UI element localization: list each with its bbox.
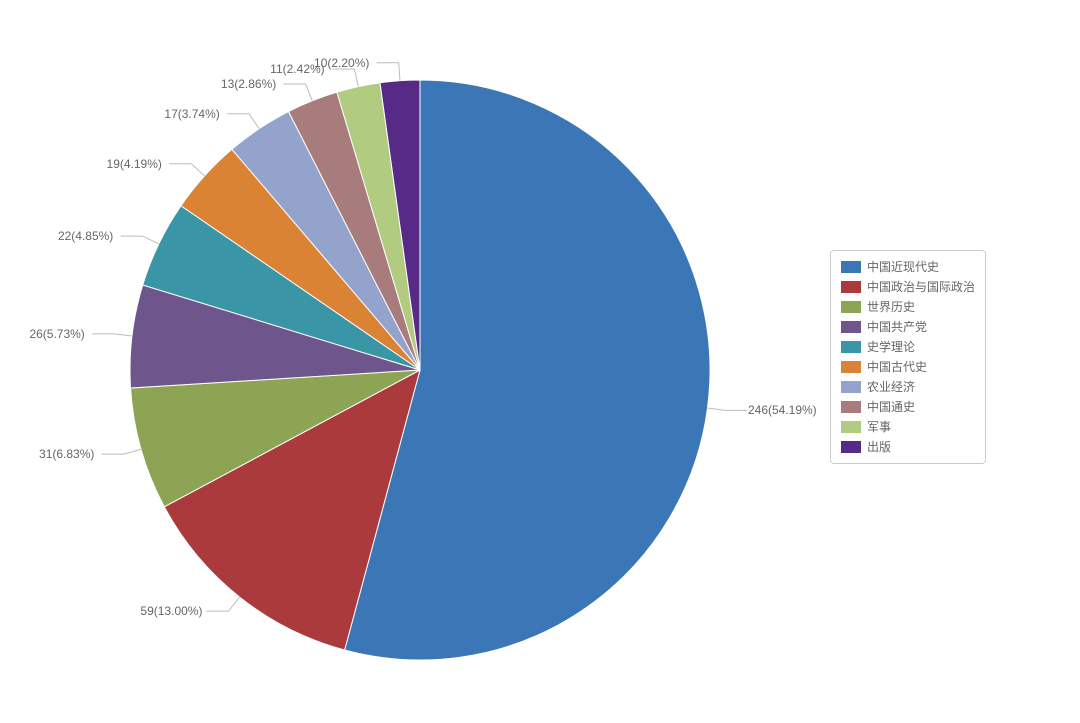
legend-swatch — [841, 381, 861, 393]
legend-label: 中国通史 — [867, 397, 915, 417]
slice-label: 246(54.19%) — [748, 403, 817, 417]
legend-swatch — [841, 421, 861, 433]
legend-swatch — [841, 321, 861, 333]
slice-label: 19(4.19%) — [107, 157, 162, 171]
slice-label: 13(2.86%) — [221, 77, 276, 91]
leader-line — [227, 114, 259, 129]
legend-swatch — [841, 301, 861, 313]
legend-item: 中国古代史 — [841, 357, 975, 377]
slice-label: 26(5.73%) — [29, 327, 84, 341]
leader-line — [206, 597, 239, 611]
legend-swatch — [841, 281, 861, 293]
leader-line — [92, 334, 132, 336]
legend-label: 出版 — [867, 437, 891, 457]
legend-swatch — [841, 261, 861, 273]
legend-label: 史学理论 — [867, 337, 915, 357]
legend-item: 世界历史 — [841, 297, 975, 317]
leader-line — [377, 63, 400, 81]
legend-item: 中国近现代史 — [841, 257, 975, 277]
leader-line — [102, 449, 141, 454]
leader-line — [121, 236, 159, 244]
leader-line — [707, 408, 747, 410]
legend-swatch — [841, 401, 861, 413]
legend-label: 中国政治与国际政治 — [867, 277, 975, 297]
legend-item: 出版 — [841, 437, 975, 457]
legend: 中国近现代史中国政治与国际政治世界历史中国共产党史学理论中国古代史农业经济中国通… — [830, 250, 986, 464]
legend-item: 史学理论 — [841, 337, 975, 357]
legend-swatch — [841, 441, 861, 453]
slice-label: 22(4.85%) — [58, 229, 113, 243]
legend-item: 中国通史 — [841, 397, 975, 417]
legend-label: 农业经济 — [867, 377, 915, 397]
leader-line — [332, 69, 358, 87]
leader-line — [284, 84, 313, 101]
legend-label: 中国近现代史 — [867, 257, 939, 277]
legend-label: 中国共产党 — [867, 317, 927, 337]
legend-swatch — [841, 341, 861, 353]
legend-label: 世界历史 — [867, 297, 915, 317]
leader-line — [169, 164, 204, 176]
slice-label: 17(3.74%) — [164, 107, 219, 121]
legend-item: 中国政治与国际政治 — [841, 277, 975, 297]
slice-label: 59(13.00%) — [140, 604, 202, 618]
slice-label: 31(6.83%) — [39, 447, 94, 461]
legend-label: 中国古代史 — [867, 357, 927, 377]
slice-label: 10(2.20%) — [314, 56, 369, 70]
legend-item: 军事 — [841, 417, 975, 437]
legend-swatch — [841, 361, 861, 373]
legend-item: 中国共产党 — [841, 317, 975, 337]
pie-chart: 246(54.19%) 59(13.00%) 31(6.83%) 26(5.73%) 2… — [0, 0, 1080, 723]
legend-item: 农业经济 — [841, 377, 975, 397]
legend-label: 军事 — [867, 417, 891, 437]
